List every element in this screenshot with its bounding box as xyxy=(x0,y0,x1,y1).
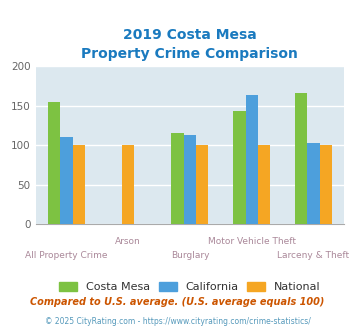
Text: Compared to U.S. average. (U.S. average equals 100): Compared to U.S. average. (U.S. average … xyxy=(30,297,325,307)
Text: All Property Crime: All Property Crime xyxy=(25,251,108,260)
Text: Larceny & Theft: Larceny & Theft xyxy=(277,251,350,260)
Bar xyxy=(246,95,258,224)
Bar xyxy=(307,143,320,224)
Bar xyxy=(295,93,307,224)
Legend: Costa Mesa, California, National: Costa Mesa, California, National xyxy=(55,278,325,297)
Bar xyxy=(48,102,60,224)
Text: Arson: Arson xyxy=(115,237,141,246)
Bar xyxy=(60,137,72,224)
Title: 2019 Costa Mesa
Property Crime Comparison: 2019 Costa Mesa Property Crime Compariso… xyxy=(82,28,298,61)
Text: Motor Vehicle Theft: Motor Vehicle Theft xyxy=(208,237,296,246)
Text: © 2025 CityRating.com - https://www.cityrating.com/crime-statistics/: © 2025 CityRating.com - https://www.city… xyxy=(45,317,310,326)
Bar xyxy=(171,133,184,224)
Bar xyxy=(122,145,134,224)
Bar xyxy=(196,145,208,224)
Text: Burglary: Burglary xyxy=(171,251,209,260)
Bar xyxy=(72,145,85,224)
Bar xyxy=(258,145,270,224)
Bar xyxy=(184,135,196,224)
Bar xyxy=(233,111,246,224)
Bar xyxy=(320,145,332,224)
